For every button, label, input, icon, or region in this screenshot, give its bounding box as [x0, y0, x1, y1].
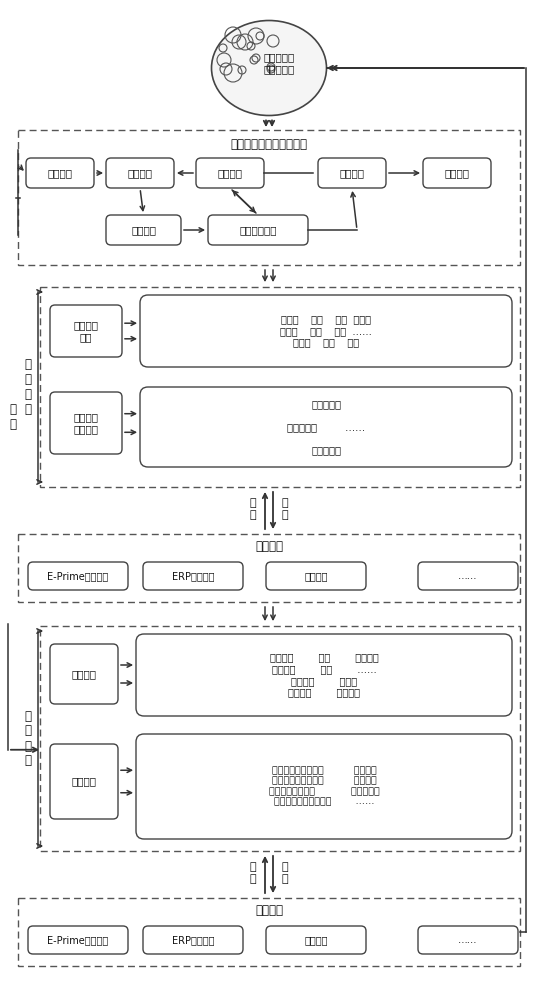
Text: 指
导: 指 导	[10, 403, 17, 431]
Text: 可见性原则

可辨性原则         ……

可知性原则: 可见性原则 可辨性原则 …… 可知性原则	[287, 399, 365, 455]
FancyBboxPatch shape	[50, 392, 122, 454]
FancyBboxPatch shape	[106, 215, 181, 245]
Text: 信息呈现
方式: 信息呈现 方式	[74, 320, 98, 342]
Text: 信息搜索: 信息搜索	[128, 168, 152, 178]
Text: 信息决策: 信息决策	[339, 168, 365, 178]
FancyBboxPatch shape	[318, 158, 386, 188]
Text: 控制显示相容性原则          归类原则
信息块就近显示原则          频度原则
重要信息横向原则            重要度原则
警示信息颜色: 控制显示相容性原则 归类原则 信息块就近显示原则 频度原则 重要信息横向原则 重…	[268, 766, 379, 807]
FancyBboxPatch shape	[196, 158, 264, 188]
FancyBboxPatch shape	[106, 158, 174, 188]
Text: 信息输入: 信息输入	[47, 168, 73, 178]
Bar	[18, 898, 520, 966]
Text: E-Prime行为实验: E-Prime行为实验	[47, 571, 109, 581]
Text: 优
化: 优 化	[250, 498, 256, 520]
FancyBboxPatch shape	[266, 562, 366, 590]
FancyBboxPatch shape	[140, 387, 512, 467]
FancyBboxPatch shape	[136, 734, 512, 839]
Text: 布局内容: 布局内容	[72, 669, 96, 679]
Text: E-Prime行为实验: E-Prime行为实验	[47, 935, 109, 945]
FancyBboxPatch shape	[50, 644, 118, 704]
FancyBboxPatch shape	[50, 305, 122, 357]
FancyBboxPatch shape	[208, 215, 308, 245]
FancyBboxPatch shape	[26, 158, 94, 188]
FancyBboxPatch shape	[28, 926, 128, 954]
Text: 评
估: 评 估	[282, 498, 288, 520]
FancyBboxPatch shape	[418, 926, 518, 954]
FancyBboxPatch shape	[266, 926, 366, 954]
Text: 反应输出: 反应输出	[444, 168, 470, 178]
Text: ……: ……	[458, 571, 478, 581]
Text: 智能控制系
统信息收集: 智能控制系 统信息收集	[264, 52, 295, 74]
Text: 信
息
呈
现: 信 息 呈 现	[25, 358, 32, 416]
Bar	[40, 626, 520, 851]
Text: 信息呈现
基本原则: 信息呈现 基本原则	[74, 412, 98, 434]
Ellipse shape	[211, 20, 327, 115]
Text: 实验评估: 实验评估	[255, 904, 283, 918]
Text: 优
化: 优 化	[250, 862, 256, 884]
FancyBboxPatch shape	[423, 158, 491, 188]
Text: 眼动实验: 眼动实验	[305, 571, 328, 581]
FancyBboxPatch shape	[418, 562, 518, 590]
Text: 信息判断选择: 信息判断选择	[239, 225, 277, 235]
Text: 布局原则: 布局原则	[72, 776, 96, 786]
FancyBboxPatch shape	[28, 562, 128, 590]
Bar	[40, 287, 520, 487]
Text: 实验评估: 实验评估	[255, 540, 283, 554]
Bar	[18, 130, 520, 265]
Text: 图元关系        颜色        交互方式
功能结构        间距        ……
任务区分        信息块
视觉导向        : 图元关系 颜色 交互方式 功能结构 间距 …… 任务区分 信息块 视觉导向	[270, 653, 378, 697]
Bar	[18, 534, 520, 602]
Text: ……: ……	[458, 935, 478, 945]
Text: 眼动实验: 眼动实验	[305, 935, 328, 945]
Text: ERP脑电实验: ERP脑电实验	[172, 935, 214, 945]
FancyBboxPatch shape	[143, 926, 243, 954]
Text: ERP脑电实验: ERP脑电实验	[172, 571, 214, 581]
Text: 信息辨识: 信息辨识	[217, 168, 243, 178]
Text: 功
能
布
局: 功 能 布 局	[25, 710, 32, 768]
FancyBboxPatch shape	[50, 744, 118, 819]
FancyBboxPatch shape	[140, 295, 512, 367]
Text: 指示符    线符    颜色  信息块
数据符    图形    字符  ……
组合符    粗细    图符: 指示符 线符 颜色 信息块 数据符 图形 字符 …… 组合符 粗细 图符	[280, 314, 372, 348]
Text: 评
估: 评 估	[282, 862, 288, 884]
FancyBboxPatch shape	[143, 562, 243, 590]
Text: 操作员信息认知处理过程: 操作员信息认知处理过程	[230, 137, 308, 150]
Text: 信息认读: 信息认读	[131, 225, 156, 235]
FancyBboxPatch shape	[136, 634, 512, 716]
